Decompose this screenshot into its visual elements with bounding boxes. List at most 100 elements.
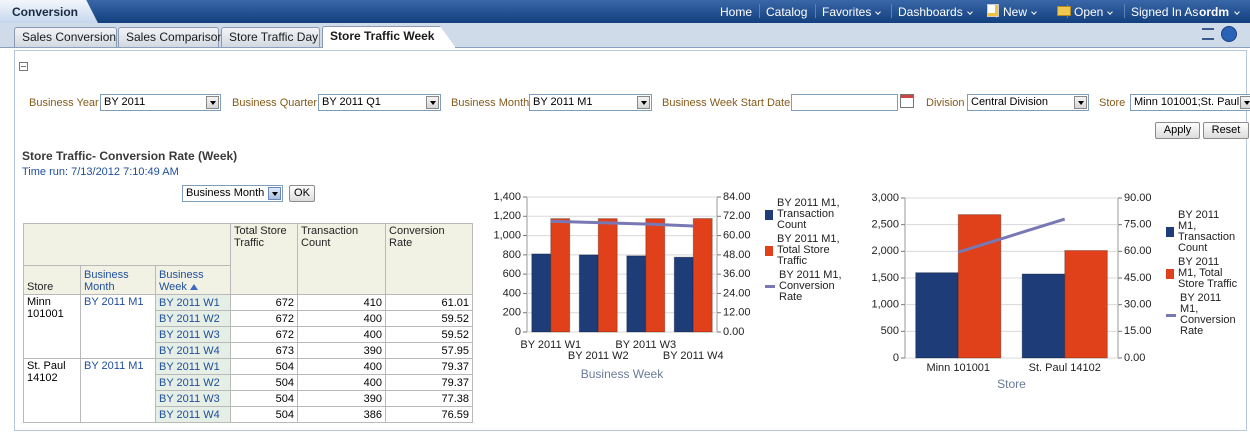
prompt-dropdown[interactable]: Central Division xyxy=(967,94,1089,111)
week-cell[interactable]: BY 2011 W2 xyxy=(156,375,231,391)
prompt-dropdown[interactable]: Minn 101001;St. Paul xyxy=(1130,94,1250,111)
nav-separator xyxy=(891,4,892,18)
number-cell: 59.52 xyxy=(386,327,473,343)
legend-label: BY 2011 M1, Conversion Rate xyxy=(779,270,843,303)
number-cell: 77.38 xyxy=(386,391,473,407)
number-cell: 672 xyxy=(231,295,298,311)
bar xyxy=(646,219,665,332)
y2-tick-label: 12.00 xyxy=(723,307,751,319)
dropdown-chevron xyxy=(967,9,973,15)
data-table: Total Store TrafficTransaction CountConv… xyxy=(23,223,473,423)
legend: BY 2011 M1, Transaction Count BY 2011 M1,… xyxy=(765,198,843,306)
bar xyxy=(598,219,617,332)
header-cell: Store xyxy=(24,266,81,295)
new-icon xyxy=(987,4,999,17)
help-icon[interactable] xyxy=(1221,26,1237,42)
number-cell: 672 xyxy=(231,327,298,343)
prompt-label: Store xyxy=(1099,97,1125,109)
week-cell[interactable]: BY 2011 W4 xyxy=(156,343,231,359)
nav-link[interactable]: Home xyxy=(720,5,752,19)
number-cell: 400 xyxy=(298,311,386,327)
tab[interactable]: Sales Conversion xyxy=(14,27,117,47)
calendar-icon[interactable] xyxy=(900,94,914,108)
app-tab: Conversion xyxy=(0,0,98,23)
app-title: Conversion xyxy=(12,5,78,19)
prompt-dropdown[interactable]: BY 2011 M1 xyxy=(529,94,652,111)
prompt-dropdown[interactable]: BY 2011 Q1 xyxy=(318,94,441,111)
number-cell: 386 xyxy=(298,407,386,423)
dropdown-chevron xyxy=(1031,9,1037,15)
tab-active[interactable]: Store Traffic Week xyxy=(322,26,456,48)
header-cell: Conversion Rate xyxy=(386,224,473,295)
tab-label: Store Traffic Week xyxy=(330,27,434,45)
prompt-value: BY 2011 xyxy=(104,95,145,110)
week-cell[interactable]: BY 2011 W3 xyxy=(156,391,231,407)
y-tick-label: 2,500 xyxy=(871,219,899,231)
header-cell: Total Store Traffic xyxy=(231,224,298,295)
header-label: Business Month xyxy=(84,269,129,293)
nav-separator xyxy=(1124,4,1125,18)
y-tick-label: 0 xyxy=(515,326,521,338)
month-cell[interactable]: BY 2011 M1 xyxy=(81,295,156,359)
bar xyxy=(1065,250,1108,358)
week-cell[interactable]: BY 2011 W1 xyxy=(156,359,231,375)
legend-item: BY 2011 M1, Transaction Count xyxy=(765,198,843,231)
number-cell: 400 xyxy=(298,375,386,391)
header-cell: Transaction Count xyxy=(298,224,386,295)
dropdown-chevron xyxy=(876,9,882,15)
tab[interactable]: Sales Comparison xyxy=(118,27,219,47)
collapse-toggle[interactable] xyxy=(19,62,28,71)
toolbar-icon[interactable] xyxy=(1202,28,1214,40)
prompt-label: Business Quarter xyxy=(232,97,317,109)
prompt-label: Business Year xyxy=(29,97,99,109)
open-icon xyxy=(1057,6,1071,16)
week-cell[interactable]: BY 2011 W4 xyxy=(156,407,231,423)
x-axis-title: Store xyxy=(997,377,1026,391)
number-cell: 400 xyxy=(298,359,386,375)
number-cell: 59.52 xyxy=(386,311,473,327)
x-tick-label: Minn 101001 xyxy=(926,362,990,374)
sort-icon[interactable] xyxy=(190,284,198,290)
ok-button[interactable]: OK xyxy=(289,185,315,202)
month-cell[interactable]: BY 2011 M1 xyxy=(81,359,156,423)
nav-link[interactable]: Catalog xyxy=(766,5,807,19)
dropdown-arrow xyxy=(268,187,281,200)
y-tick-label: 3,000 xyxy=(871,192,899,204)
legend-label: BY 2011 M1, Transaction Count xyxy=(1178,210,1238,254)
prompt-value: Minn 101001;St. Paul xyxy=(1134,95,1239,110)
nav-separator xyxy=(815,4,816,18)
report-title: Store Traffic- Conversion Rate (Week) xyxy=(22,149,237,163)
y-tick-label: 1,500 xyxy=(871,272,899,284)
header-cell[interactable]: Business Month xyxy=(81,266,156,295)
user-name[interactable]: ordm xyxy=(1199,5,1239,19)
number-cell: 504 xyxy=(231,375,298,391)
prompt-dropdown[interactable]: BY 2011 xyxy=(100,94,221,111)
number-cell: 410 xyxy=(298,295,386,311)
nav-link[interactable]: New xyxy=(1003,5,1036,19)
number-cell: 390 xyxy=(298,343,386,359)
view-selector[interactable]: Business Month xyxy=(182,185,283,202)
y2-tick-label: 15.00 xyxy=(1124,325,1152,337)
header-cell[interactable]: Business Week xyxy=(156,266,231,295)
week-cell[interactable]: BY 2011 W1 xyxy=(156,295,231,311)
week-cell[interactable]: BY 2011 W3 xyxy=(156,327,231,343)
x-tick-label: BY 2011 W2 xyxy=(568,350,629,362)
nav-link[interactable]: Dashboards xyxy=(898,5,972,19)
week-cell[interactable]: BY 2011 W2 xyxy=(156,311,231,327)
nav-link[interactable]: Favorites xyxy=(822,5,880,19)
reset-button[interactable]: Reset xyxy=(1203,122,1249,139)
apply-button[interactable]: Apply xyxy=(1155,122,1200,139)
y-tick-label: 1,400 xyxy=(493,191,521,203)
legend-marker xyxy=(1166,269,1174,279)
y2-tick-label: 84.00 xyxy=(723,191,751,203)
time-run: Time run: 7/13/2012 7:10:49 AM xyxy=(22,166,179,178)
nav-separator xyxy=(759,4,760,18)
date-input[interactable] xyxy=(791,94,898,111)
y-tick-label: 2,000 xyxy=(871,245,899,257)
tab[interactable]: Store Traffic Day xyxy=(221,27,320,47)
y-tick-label: 400 xyxy=(503,287,521,299)
y2-tick-label: 24.00 xyxy=(723,287,751,299)
y2-tick-label: 0.00 xyxy=(723,326,744,338)
nav-link[interactable]: Open xyxy=(1074,5,1112,19)
bar xyxy=(532,254,551,332)
